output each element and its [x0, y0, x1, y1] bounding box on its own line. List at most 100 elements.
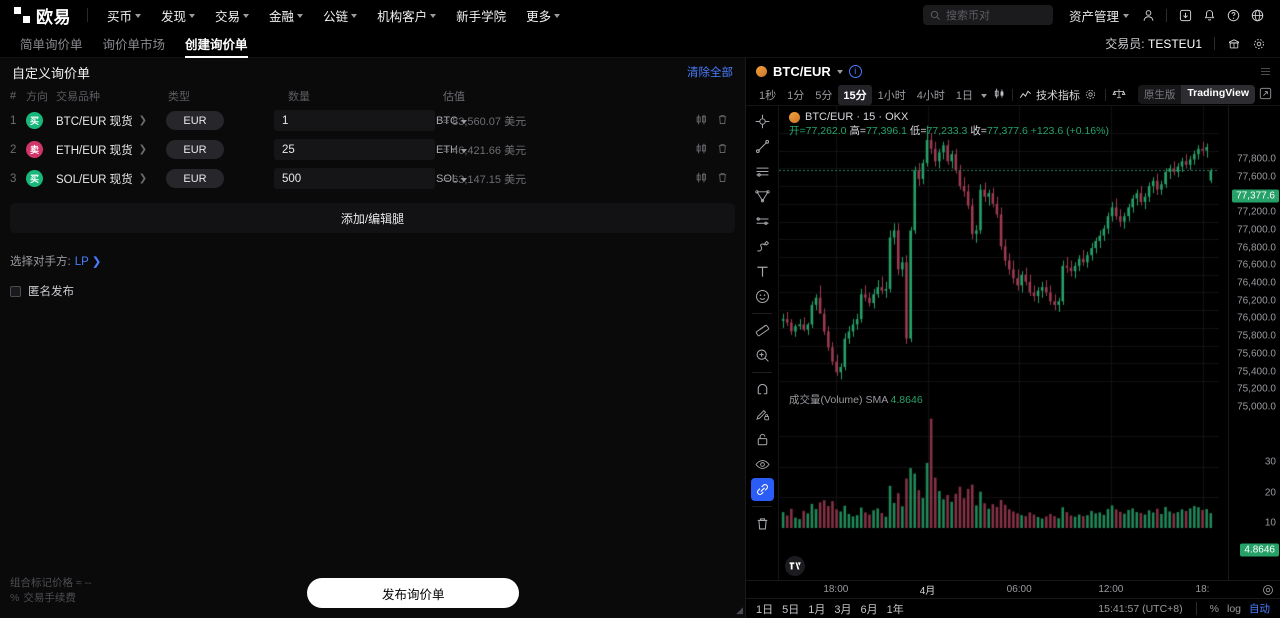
add-edit-leg-button[interactable]: 添加/编辑腿: [10, 203, 735, 233]
fullscreen-icon[interactable]: [1259, 87, 1272, 103]
text-icon[interactable]: [751, 260, 774, 283]
nav-item-buy-crypto[interactable]: 买币: [98, 2, 150, 29]
panel-grip-icon[interactable]: [1261, 67, 1270, 75]
chart-settings-gear-icon[interactable]: [1081, 86, 1099, 104]
timeframe-1m[interactable]: 1分: [787, 89, 805, 102]
timeframe-5m[interactable]: 5分: [815, 89, 833, 102]
crosshair-icon[interactable]: [751, 110, 774, 133]
chevron-down-icon[interactable]: [981, 93, 987, 98]
row-symbol[interactable]: ETH/EUR 现货 ❯: [56, 142, 166, 158]
user-icon[interactable]: [1137, 4, 1159, 26]
timeframe-4h[interactable]: 4小时: [916, 89, 945, 102]
pencil-lock-icon[interactable]: [751, 403, 774, 426]
nav-item-academy[interactable]: 新手学院: [447, 2, 515, 29]
quantity-input[interactable]: SOL: [274, 168, 468, 189]
quantity-field[interactable]: [282, 143, 436, 156]
range-6m[interactable]: 6月: [860, 603, 878, 616]
timeframe-1s[interactable]: 1秒: [759, 89, 777, 102]
pattern-icon[interactable]: [751, 210, 774, 233]
type-pill[interactable]: EUR: [166, 140, 224, 159]
unit-select[interactable]: SOL: [436, 173, 468, 185]
nav-item-chain[interactable]: 公链: [314, 2, 366, 29]
range-5d[interactable]: 5日: [782, 603, 800, 616]
publish-rfq-button[interactable]: 发布询价单: [307, 578, 520, 608]
version-native-option[interactable]: 原生版: [1143, 89, 1176, 101]
version-tradingview-option[interactable]: TradingView: [1181, 85, 1255, 104]
type-pill[interactable]: EUR: [166, 111, 224, 130]
zoom-icon[interactable]: [751, 344, 774, 367]
lock-icon[interactable]: [751, 428, 774, 451]
range-3m[interactable]: 3月: [834, 603, 852, 616]
quantity-input[interactable]: BTC: [274, 110, 467, 131]
nav-item-finance[interactable]: 金融: [260, 2, 312, 29]
brush-icon[interactable]: [751, 235, 774, 258]
axis-settings-icon[interactable]: [1262, 584, 1274, 599]
counterparty-link[interactable]: LP ❯: [74, 256, 102, 268]
auto-scale-button[interactable]: 自动: [1249, 603, 1270, 615]
timeframe-15m[interactable]: 15分: [838, 84, 872, 105]
box-icon[interactable]: [1223, 33, 1245, 55]
quantity-input[interactable]: ETH: [274, 139, 467, 160]
range-1m[interactable]: 1月: [808, 603, 826, 616]
clear-all-button[interactable]: 清除全部: [687, 67, 733, 79]
range-1d[interactable]: 1日: [756, 603, 774, 616]
globe-icon[interactable]: [1246, 4, 1268, 26]
candles-icon[interactable]: [695, 171, 708, 187]
time-axis[interactable]: 18:00 4月 06:00 12:00 18:: [746, 580, 1280, 598]
trash-icon[interactable]: [751, 512, 774, 535]
candles-icon[interactable]: [695, 142, 708, 158]
nav-item-discover[interactable]: 发现: [152, 2, 204, 29]
resize-corner-icon[interactable]: ◢: [736, 605, 743, 615]
trend-line-icon[interactable]: [751, 135, 774, 158]
chart-version-toggle[interactable]: 原生版 TradingView: [1137, 85, 1255, 104]
help-icon[interactable]: [1222, 4, 1244, 26]
unit-select[interactable]: BTC: [436, 115, 467, 127]
row-symbol[interactable]: SOL/EUR 现货 ❯: [56, 171, 166, 187]
direction-badge-sell[interactable]: 卖: [26, 141, 43, 158]
candles-icon[interactable]: [695, 113, 708, 129]
horizontal-lines-icon[interactable]: [751, 160, 774, 183]
compare-scale-icon[interactable]: [1112, 87, 1126, 103]
candle-type-icon[interactable]: [993, 87, 1006, 103]
nav-item-trade[interactable]: 交易: [206, 2, 258, 29]
tab-rfq-market[interactable]: 询价单市场: [93, 30, 176, 58]
chevron-down-icon[interactable]: [836, 70, 843, 74]
range-1y[interactable]: 1年: [886, 603, 904, 616]
bell-icon[interactable]: [1198, 4, 1220, 26]
eye-icon[interactable]: [751, 453, 774, 476]
nav-item-institutional[interactable]: 机构客户: [368, 2, 445, 29]
log-scale-button[interactable]: log: [1226, 602, 1241, 615]
ruler-icon[interactable]: [751, 319, 774, 342]
trash-icon[interactable]: [716, 113, 729, 129]
gear-icon[interactable]: [1248, 33, 1270, 55]
timeframe-1d[interactable]: 1日: [955, 89, 973, 102]
link-icon[interactable]: [750, 478, 774, 501]
emoji-icon[interactable]: [751, 285, 774, 308]
nav-item-more[interactable]: 更多: [517, 2, 569, 29]
info-icon[interactable]: i: [848, 64, 862, 78]
percent-scale-button[interactable]: %: [1209, 602, 1219, 615]
tab-simple-rfq[interactable]: 简单询价单: [10, 30, 93, 58]
okx-logo[interactable]: 欧易: [8, 3, 71, 28]
checkbox-box[interactable]: [10, 285, 21, 297]
magnet-icon[interactable]: [751, 378, 774, 401]
trash-icon[interactable]: [716, 171, 729, 187]
direction-badge-buy[interactable]: 买: [26, 112, 43, 129]
chart-plot-area[interactable]: BTC/EUR · 15 · OKX 开=77,262.0 高=77,396.1…: [779, 106, 1228, 580]
anonymous-publish-checkbox[interactable]: 匿名发布: [10, 283, 745, 299]
quantity-field[interactable]: [282, 114, 436, 127]
indicators-button[interactable]: 技术指标: [1019, 87, 1080, 103]
price-axis[interactable]: 77,800.077,600.077,400.077,200.077,000.0…: [1228, 106, 1280, 580]
type-pill[interactable]: EUR: [166, 169, 224, 188]
row-symbol[interactable]: BTC/EUR 现货 ❯: [56, 113, 166, 129]
trash-icon[interactable]: [716, 142, 729, 158]
asset-management-menu[interactable]: 资产管理: [1063, 6, 1135, 25]
download-icon[interactable]: [1174, 4, 1196, 26]
timeframe-1h[interactable]: 1小时: [877, 89, 906, 102]
tab-create-rfq[interactable]: 创建询价单: [175, 30, 258, 58]
direction-badge-buy[interactable]: 买: [26, 170, 43, 187]
pitchfork-icon[interactable]: [751, 185, 774, 208]
unit-select[interactable]: ETH: [436, 144, 467, 156]
search-input[interactable]: 搜索币对: [922, 5, 1053, 25]
quantity-field[interactable]: [282, 172, 436, 185]
